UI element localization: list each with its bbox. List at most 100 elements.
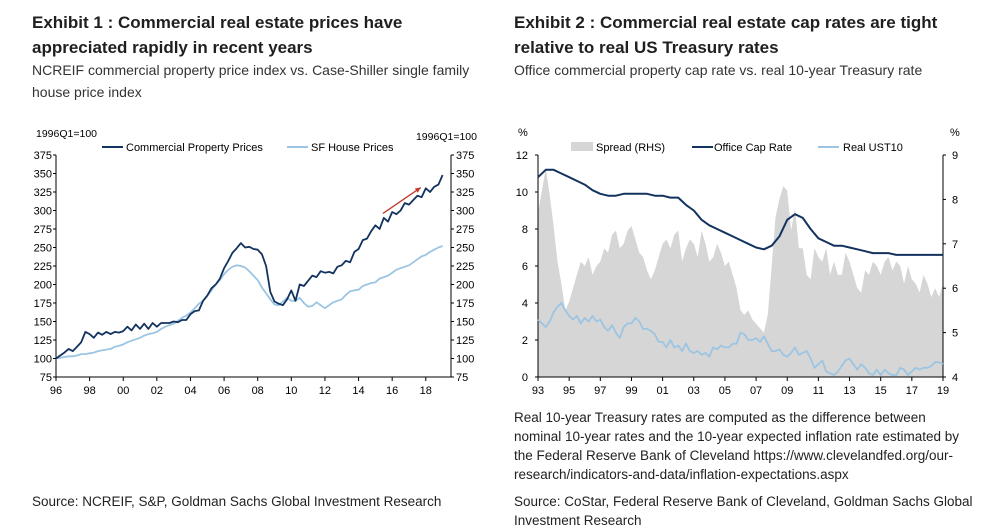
exhibit-2-source-line-1: Source: CoStar, Federal Reserve Bank of … — [514, 494, 973, 509]
exhibit-1-title-line-1: Exhibit 1 : Commercial real estate price… — [32, 13, 403, 32]
x-tick-label: 98 — [83, 385, 95, 397]
unit-label-left: 1996Q1=100 — [36, 128, 97, 140]
x-tick-label: 15 — [875, 385, 887, 397]
y-tick-label-left: 225 — [34, 261, 52, 273]
y-tick-label-right: 5 — [952, 328, 958, 340]
x-tick-label: 06 — [218, 385, 230, 397]
exhibit-1-title: Exhibit 1 : Commercial real estate price… — [32, 10, 492, 60]
y-tick-label-right: 100 — [456, 354, 474, 366]
exhibit-2-source: Source: CoStar, Federal Reserve Bank of … — [514, 492, 974, 530]
y-tick-label-left: 175 — [34, 298, 52, 310]
legend-label-real-ust10: Real UST10 — [843, 142, 903, 154]
series-area-spread — [538, 168, 943, 377]
x-tick-label: 00 — [117, 385, 129, 397]
x-tick-label: 12 — [319, 385, 331, 397]
exhibit-1-subtitle-line-2: house price index — [32, 84, 142, 100]
x-tick-label: 04 — [184, 385, 196, 397]
y-tick-label-left: 8 — [522, 224, 528, 236]
y-tick-label-right: 6 — [952, 283, 958, 295]
y-tick-label-left: 4 — [522, 298, 528, 310]
x-tick-label: 08 — [252, 385, 264, 397]
y-tick-label-left: 0 — [522, 372, 528, 384]
y-tick-label-left: 10 — [516, 187, 528, 199]
y-tick-label-left: 100 — [34, 354, 52, 366]
legend-swatch-spread — [571, 142, 593, 151]
y-tick-label-right: 350 — [456, 169, 474, 181]
y-tick-label-left: 150 — [34, 317, 52, 329]
x-tick-label: 95 — [563, 385, 575, 397]
x-tick-label: 01 — [656, 385, 668, 397]
exhibit-2-subtitle: Office commercial property cap rate vs. … — [514, 62, 923, 78]
chart-commercial-vs-house-prices: 75 75 100 100 125 125 150 150 175 175 200 200 225 225… — [34, 128, 478, 397]
legend-label-house: SF House Prices — [311, 142, 394, 154]
y-tick-label-right: 125 — [456, 335, 474, 347]
y-tick-label-right: 225 — [456, 261, 474, 273]
x-tick-label: 99 — [625, 385, 637, 397]
y-tick-label-right: 275 — [456, 224, 474, 236]
exhibit-1-source: Source: NCREIF, S&P, Goldman Sachs Globa… — [32, 494, 442, 509]
exhibit-2-title-line-2: relative to real US Treasury rates — [514, 38, 779, 57]
x-tick-label: 09 — [781, 385, 793, 397]
x-tick-label: 93 — [532, 385, 544, 397]
x-tick-label: 14 — [352, 385, 364, 397]
y-tick-label-left: 275 — [34, 224, 52, 236]
y-tick-label-left: 125 — [34, 335, 52, 347]
y-tick-label-right: 7 — [952, 239, 958, 251]
exhibit-1-subtitle-line-1: NCREIF commercial property price index v… — [32, 62, 470, 78]
y-tick-label-right: 75 — [456, 372, 468, 384]
x-tick-label: 11 — [813, 385, 824, 397]
y-tick-label-left: 300 — [34, 206, 52, 218]
series-line-commercial-property-prices — [55, 174, 444, 360]
legend-label-cap-rate: Office Cap Rate — [714, 142, 792, 154]
x-tick-label: 02 — [151, 385, 163, 397]
y-tick-label-right: 9 — [952, 150, 958, 162]
legend-label-commercial: Commercial Property Prices — [126, 142, 263, 154]
exhibit-2-note-line-3: the Federal Reserve Bank of Cleveland ht… — [514, 448, 953, 463]
unit-label-right: % — [950, 127, 960, 139]
x-tick-label: 10 — [285, 385, 297, 397]
x-tick-label: 07 — [750, 385, 762, 397]
y-tick-label-right: 8 — [952, 194, 958, 206]
series-line-real-ust10 — [537, 302, 944, 376]
legend-label-spread: Spread (RHS) — [596, 142, 665, 154]
y-tick-label-left: 250 — [34, 243, 52, 255]
y-tick-label-left: 350 — [34, 169, 52, 181]
y-tick-label-left: 75 — [40, 372, 52, 384]
chart-cap-rate-vs-real-ust10: 0 2 4 6 8 10 12 4 5 6 7 8 9 93 95 97 99 01 03 05 07 09 11 13 15 1… — [516, 127, 960, 397]
y-tick-label-right: 200 — [456, 280, 474, 292]
trend-arrow-head — [414, 187, 421, 193]
exhibit-2-title: Exhibit 2 : Commercial real estate cap r… — [514, 10, 974, 60]
x-tick-label: 13 — [843, 385, 855, 397]
exhibit-2-note: Real 10-year Treasury rates are computed… — [514, 408, 974, 484]
x-tick-label: 19 — [937, 385, 949, 397]
x-tick-label: 18 — [420, 385, 432, 397]
series-line-sf-house-prices — [55, 245, 443, 360]
y-tick-label-right: 250 — [456, 243, 474, 255]
y-tick-label-left: 12 — [516, 150, 528, 162]
y-tick-label-left: 6 — [522, 261, 528, 273]
unit-label-left: % — [518, 127, 528, 139]
x-tick-label: 17 — [906, 385, 918, 397]
y-tick-label-left: 2 — [522, 335, 528, 347]
exhibit-2-note-line-1: Real 10-year Treasury rates are computed… — [514, 410, 926, 425]
trend-arrow-shaft — [382, 187, 422, 214]
exhibit-2-title-line-1: Exhibit 2 : Commercial real estate cap r… — [514, 13, 938, 32]
y-tick-label-right: 325 — [456, 187, 474, 199]
series-line-office-cap-rate — [537, 168, 943, 256]
exhibit-2-source-line-2: Investment Research — [514, 513, 642, 528]
y-tick-label-right: 4 — [952, 372, 958, 384]
y-tick-label-left: 375 — [34, 150, 52, 162]
x-tick-label: 16 — [386, 385, 398, 397]
y-tick-label-right: 150 — [456, 317, 474, 329]
exhibit-1-title-line-2: appreciated rapidly in recent years — [32, 38, 313, 57]
y-tick-label-right: 300 — [456, 206, 474, 218]
x-tick-label: 96 — [50, 385, 62, 397]
y-tick-label-left: 200 — [34, 280, 52, 292]
exhibit-2-note-line-2: nominal 10-year rates and the 10-year ex… — [514, 429, 960, 444]
exhibit-1-subtitle: NCREIF commercial property price index v… — [32, 59, 492, 103]
x-tick-label: 97 — [594, 385, 606, 397]
x-tick-label: 03 — [688, 385, 700, 397]
unit-label-right: 1996Q1=100 — [416, 131, 477, 143]
y-tick-label-left: 325 — [34, 187, 52, 199]
x-tick-label: 05 — [719, 385, 731, 397]
